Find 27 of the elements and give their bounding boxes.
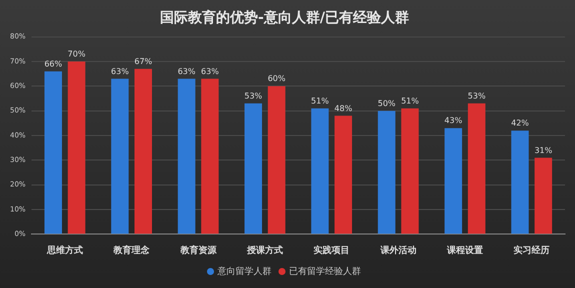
data-label: 63%: [201, 66, 220, 76]
data-label: 60%: [268, 74, 286, 84]
data-label: 51%: [311, 96, 330, 106]
data-label: 50%: [378, 98, 396, 108]
data-label: 66%: [44, 59, 63, 68]
data-label: 51%: [401, 96, 420, 106]
x-tick-label: 课程设置: [446, 244, 483, 256]
data-label: 53%: [244, 92, 263, 100]
legend-label: 已有留学经验人群: [289, 266, 361, 277]
data-label: 31%: [534, 146, 553, 155]
x-tick-label: 思维方式: [46, 244, 83, 256]
x-tick-label: 教育资源: [179, 244, 218, 256]
x-tick-label: 实践项目: [314, 244, 350, 256]
chart-title: 国际教育的优势-意向人群/已有经验人群: [160, 9, 409, 26]
data-label: 48%: [334, 104, 353, 113]
data-label: 67%: [134, 56, 153, 66]
x-tick-label: 教育理念: [112, 244, 151, 256]
data-label: 63%: [111, 66, 130, 76]
data-label: 42%: [511, 118, 530, 128]
data-label: 43%: [444, 116, 463, 126]
x-tick-label: 课外活动: [379, 244, 416, 256]
x-tick-label: 实习经历: [514, 244, 550, 256]
legend-label: 意向留学人群: [216, 266, 272, 277]
data-label: 53%: [468, 92, 486, 100]
data-label: 63%: [178, 66, 196, 76]
x-tick-label: 授课方式: [246, 244, 283, 256]
data-label: 70%: [68, 50, 86, 59]
